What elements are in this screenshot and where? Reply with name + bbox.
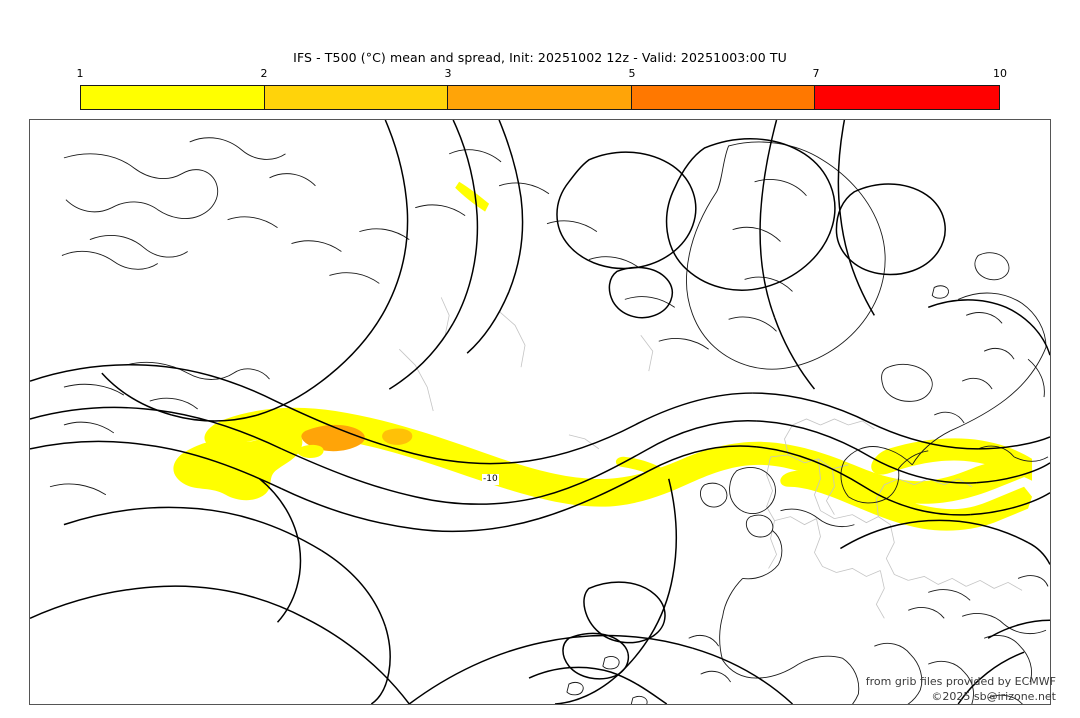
map-graphic (30, 120, 1050, 704)
colorbar-tick-label-2: 2 (260, 67, 268, 80)
spread-speckle-a (269, 439, 287, 452)
map-canvas (29, 119, 1051, 705)
colorbar-tick-label-5: 5 (628, 67, 636, 80)
contour-label: -10 (482, 474, 499, 485)
colorbar-segment-1-2 (81, 86, 265, 109)
coastline-layer (49, 137, 1049, 704)
spread-speckle-b (297, 444, 324, 458)
colorbar-tick-label-1: 1 (76, 67, 84, 80)
spread-max-orange (301, 424, 365, 452)
colorbar-segment-3-5 (448, 86, 632, 109)
colorbar-tick-label-10: 10 (993, 67, 1007, 80)
data-source-credit: from grib files provided by ECMWF (865, 675, 1056, 688)
copyright-credit: ©2025 sb@irizone.net (931, 690, 1056, 703)
spread-sliver-north-sea (615, 456, 667, 479)
colorbar-segment-5-7 (631, 86, 816, 109)
spread-shading-layer (173, 181, 1033, 531)
spread-sliver-davis-strait (455, 181, 490, 212)
contour-layer (30, 120, 1050, 704)
colorbar-segment-7-10 (815, 86, 999, 109)
page-title: IFS - T500 (°C) mean and spread, Init: 2… (293, 50, 787, 65)
spread-max-orange-small (382, 428, 413, 445)
colorbar-segment-2-3 (264, 86, 449, 109)
colorbar-tick-label-7: 7 (812, 67, 820, 80)
colorbar-gradient (80, 85, 1000, 110)
spread-band-lower-notch (780, 470, 1033, 531)
colorbar: 1 2 3 5 7 10 (77, 67, 1007, 110)
colorbar-tick-label-3: 3 (444, 67, 452, 80)
spread-band-main (204, 407, 1031, 507)
